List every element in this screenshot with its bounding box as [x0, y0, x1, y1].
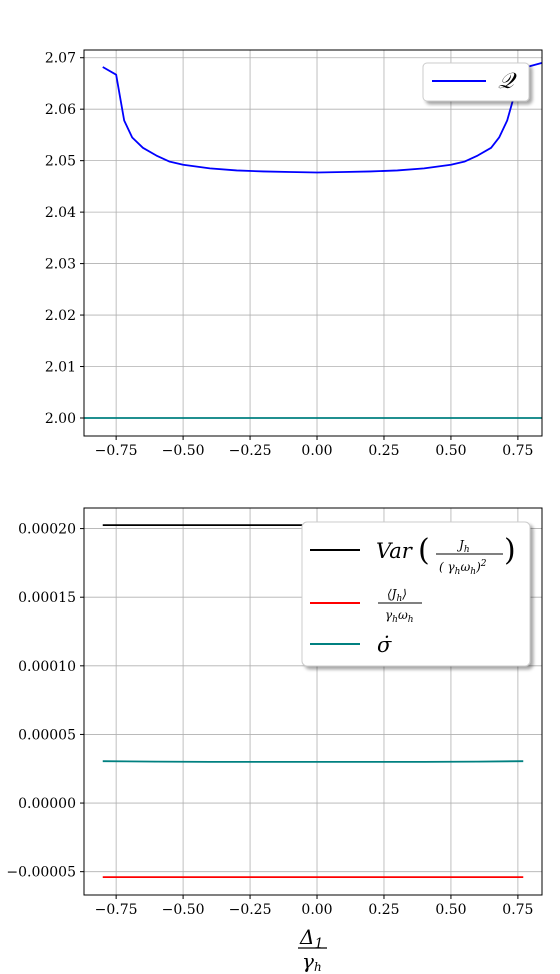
top-legend: 𝒬	[422, 62, 530, 102]
legend-label-jh: ⟨Jh⟩ γhωh	[378, 587, 422, 625]
legend-label-sigma: σ̇	[377, 633, 392, 657]
top-xtick-label: 0.75	[502, 443, 533, 459]
chart-bottom-metrics: −0.75 −0.50 −0.25 0.00 0.25 0.50 0.75 −0.00005 0…	[6, 507, 543, 974]
bottom-xtick-label: 0.75	[502, 902, 533, 918]
top-ytick-label: 2.06	[45, 102, 76, 118]
bottom-ytick-label: 0.00010	[18, 659, 76, 675]
top-plot-frame	[83, 49, 543, 437]
top-ytick-label: 2.00	[45, 411, 76, 427]
bottom-x-axis-label: Δ1 γh	[298, 925, 327, 974]
top-series-line-0	[102, 62, 543, 174]
svg-text:(: (	[418, 533, 430, 568]
bottom-ytick-label: 0.00000	[18, 796, 76, 812]
top-ytick-label: 2.02	[45, 308, 76, 324]
bottom-ytick-label: 0.00020	[18, 522, 76, 538]
top-tick-labels: −0.75 −0.50 −0.25 0.00 0.25 0.50 0.75 2.00 2.01 2…	[45, 51, 534, 459]
svg-text:): )	[504, 533, 516, 568]
top-legend-label-q: 𝒬	[498, 69, 517, 94]
legend-label-var: Var ( Jh ( γhωh)2 )	[376, 533, 516, 577]
top-xtick-label: 0.00	[301, 443, 332, 459]
top-ytick-label: 2.03	[45, 257, 76, 273]
top-xtick-label: −0.75	[95, 443, 138, 459]
bottom-ytick-label: 0.00015	[18, 590, 76, 606]
chart-top-q: −0.75 −0.50 −0.25 0.00 0.25 0.50 0.75 2.00 2.01 2…	[45, 49, 543, 459]
top-ytick-label: 2.01	[45, 360, 76, 376]
bottom-series-line-2	[102, 760, 524, 763]
bottom-xtick-label: −0.50	[162, 902, 205, 918]
bottom-ytick-label: −0.00005	[6, 865, 76, 881]
bottom-xtick-label: 0.25	[368, 902, 399, 918]
top-ytick-label: 2.05	[45, 154, 76, 170]
top-xtick-label: −0.25	[229, 443, 272, 459]
bottom-tick-labels: −0.75 −0.50 −0.25 0.00 0.25 0.50 0.75 −0.00005 0…	[6, 522, 533, 918]
top-series-lines	[84, 62, 543, 419]
bottom-xtick-label: 0.00	[301, 902, 332, 918]
bottom-xtick-label: −0.25	[229, 902, 272, 918]
top-ytick-label: 2.04	[45, 205, 76, 221]
bottom-xtick-label: −0.75	[95, 902, 138, 918]
bottom-plot-frame	[83, 507, 543, 896]
bottom-legend-box	[301, 521, 531, 667]
svg-text:γhωh: γhωh	[385, 608, 414, 625]
bottom-xtick-label: 0.50	[435, 902, 466, 918]
top-ytick-label: 2.07	[45, 51, 76, 67]
svg-text:⟨Jh⟩: ⟨Jh⟩	[387, 587, 407, 604]
svg-text:Var: Var	[376, 539, 414, 563]
bottom-legend: Var ( Jh ( γhωh)2 ) ⟨Jh⟩ γhωh σ̇	[301, 521, 531, 667]
top-gridlines	[84, 50, 542, 436]
top-xtick-label: −0.50	[162, 443, 205, 459]
svg-text:γh: γh	[302, 949, 322, 974]
bottom-ytick-label: 0.00005	[18, 727, 76, 743]
top-xtick-label: 0.50	[435, 443, 466, 459]
top-xtick-label: 0.25	[368, 443, 399, 459]
